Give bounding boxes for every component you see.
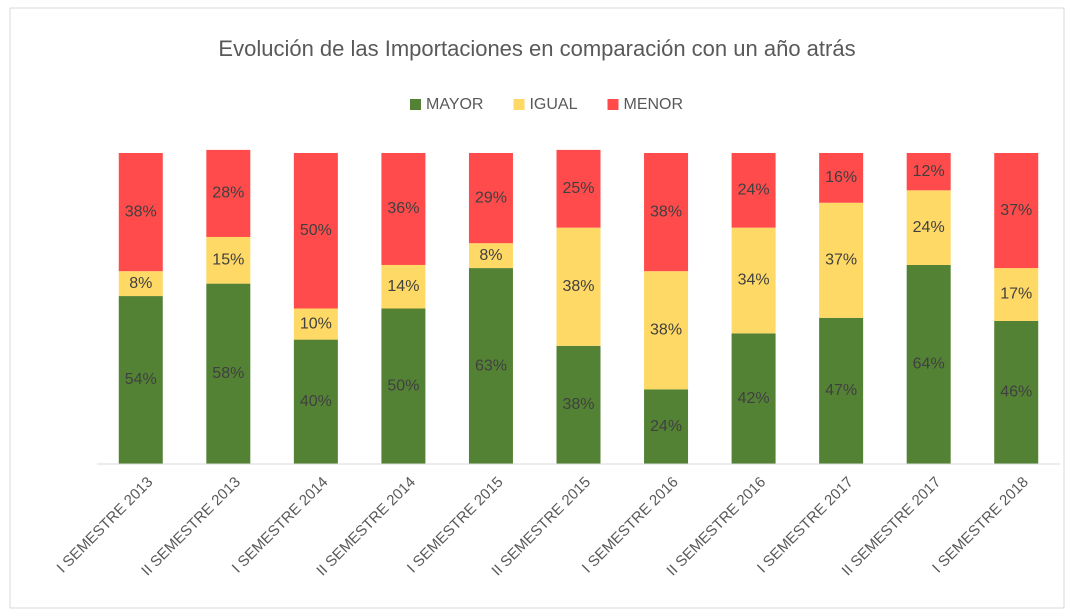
data-label: 24% [913, 219, 945, 236]
bar-segment [293, 153, 338, 309]
data-label: 38% [562, 278, 594, 295]
bar-segment [644, 389, 689, 464]
data-label: 38% [650, 203, 682, 220]
bar-segment [556, 149, 601, 228]
bar-segment [819, 317, 864, 464]
data-label: 24% [738, 182, 770, 199]
data-label: 42% [738, 390, 770, 407]
data-label: 50% [387, 377, 419, 394]
data-label: 47% [825, 382, 857, 399]
data-label: 37% [825, 252, 857, 269]
bar-segment [994, 153, 1039, 269]
bar-segment [118, 296, 163, 464]
legend-label: MAYOR [426, 96, 483, 113]
data-label: 16% [825, 169, 857, 186]
data-label: 24% [650, 418, 682, 435]
data-label: 58% [212, 365, 244, 382]
bar-segment [731, 153, 776, 228]
data-label: 64% [913, 356, 945, 373]
legend-label: IGUAL [529, 96, 577, 113]
data-label: 38% [562, 396, 594, 413]
legend-swatch [410, 99, 421, 110]
bar-segment [206, 236, 251, 284]
data-label: 54% [125, 371, 157, 388]
data-label: 12% [913, 163, 945, 180]
bar-segment [293, 339, 338, 464]
chart-frame [9, 7, 1065, 609]
bar-segment [819, 202, 864, 318]
data-label: 29% [475, 189, 507, 206]
bar-segment [994, 320, 1039, 464]
bar-segment [468, 268, 513, 464]
legend-label: MENOR [624, 96, 684, 113]
data-label: 8% [479, 247, 502, 264]
legend-swatch [607, 99, 619, 110]
data-label: 37% [1000, 202, 1032, 219]
bar-segment [644, 153, 689, 272]
data-label: 38% [125, 203, 157, 220]
bar-segment [468, 243, 513, 269]
chart-title: Evolución de las Importaciones en compar… [218, 36, 855, 61]
bar-segment [731, 227, 776, 334]
data-label: 28% [212, 185, 244, 202]
data-label: 10% [300, 315, 332, 332]
bar-segment [906, 190, 951, 265]
bar-segment [118, 271, 163, 297]
bar-segment [556, 227, 601, 346]
data-label: 17% [1000, 286, 1032, 303]
data-label: 15% [212, 252, 244, 269]
data-label: 34% [738, 272, 770, 289]
bar-segment [381, 153, 426, 265]
bar-segment [731, 333, 776, 464]
bar-segment [556, 345, 601, 464]
data-label: 36% [387, 200, 419, 217]
data-label: 38% [650, 321, 682, 338]
data-label: 40% [300, 393, 332, 410]
bar-segment [906, 153, 951, 191]
data-label: 50% [300, 222, 332, 239]
legend-swatch [513, 99, 525, 110]
bar-segment [906, 264, 951, 464]
bar-segment [118, 153, 163, 272]
data-label: 25% [562, 180, 594, 197]
data-label: 14% [387, 278, 419, 295]
data-label: 63% [475, 357, 507, 374]
data-label: 8% [129, 275, 152, 292]
data-label: 46% [1000, 384, 1032, 401]
bar-segment [381, 308, 426, 464]
bar-segment [468, 153, 513, 244]
bar-segment [994, 268, 1039, 321]
bar-segment [381, 264, 426, 309]
bar-segment [644, 271, 689, 390]
bar-segment [206, 149, 251, 237]
bar-segment [819, 153, 864, 203]
bar-segment [206, 283, 251, 464]
bar-segment [293, 308, 338, 340]
